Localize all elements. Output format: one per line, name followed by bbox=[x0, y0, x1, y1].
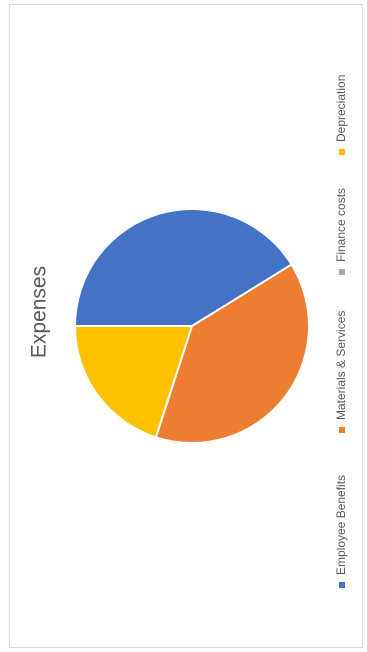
legend-label-finance-costs: Finance costs bbox=[334, 188, 348, 262]
pie-slice-employee-benefits bbox=[73, 208, 293, 327]
legend-swatch-employee-benefits bbox=[339, 582, 345, 588]
pie-slices bbox=[73, 208, 310, 444]
legend-swatch-finance-costs bbox=[339, 269, 345, 275]
pie-slice-depreciation bbox=[73, 325, 194, 439]
legend-label-materials-services: Materials & Services bbox=[334, 311, 348, 420]
legend-swatch-materials-services bbox=[339, 427, 345, 433]
chart-title: Expenses bbox=[28, 266, 51, 358]
legend: Employee Benefits Materials & Services Fin… bbox=[334, 75, 348, 588]
legend-swatch-depreciation bbox=[339, 149, 345, 155]
pie-slice-materials-services bbox=[154, 263, 310, 444]
legend-label-depreciation: Depreciation bbox=[334, 75, 348, 142]
legend-label-employee-benefits: Employee Benefits bbox=[334, 475, 348, 575]
